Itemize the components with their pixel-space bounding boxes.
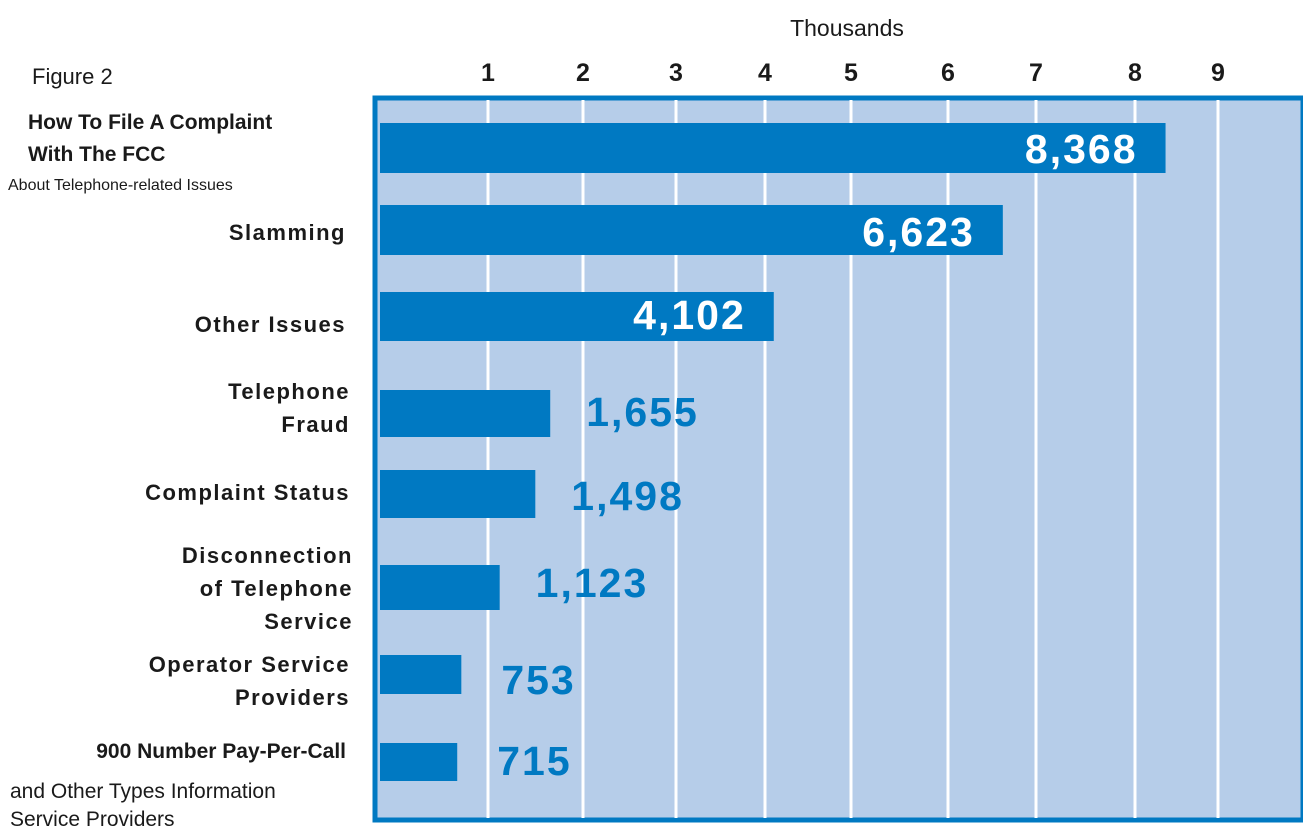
x-tick-label: 2 [576, 59, 590, 87]
bar-value-label: 1,498 [571, 473, 684, 519]
bar-value-label: 4,102 [633, 292, 746, 338]
x-tick-label: 4 [758, 59, 772, 87]
category-label: Slamming [229, 220, 346, 245]
bar-value-label: 8,368 [1025, 126, 1138, 172]
category-sublabel: Service Providers [10, 808, 175, 828]
figure-label: Figure 2 [32, 64, 113, 89]
x-tick-label: 7 [1029, 59, 1043, 87]
x-tick-label: 5 [844, 59, 858, 87]
bar [380, 123, 1166, 173]
bar [380, 390, 551, 437]
category-label: Fraud [281, 412, 350, 437]
category-label: of Telephone [200, 576, 353, 601]
bar [380, 655, 462, 694]
category-label: Providers [235, 685, 350, 710]
category-label: Service [264, 609, 353, 634]
x-tick-label: 6 [941, 59, 955, 87]
bar [380, 565, 500, 610]
bar [380, 743, 458, 781]
category-sublabel: About Telephone-related Issues [8, 177, 233, 194]
bar [380, 205, 1003, 255]
x-tick-label: 1 [481, 59, 495, 87]
category-label: 900 Number Pay-Per-Call [96, 740, 346, 763]
category-label: Other Issues [195, 312, 346, 337]
x-axis-title: Thousands [790, 15, 904, 41]
category-labels: How To File A Complaint With The FCC About… [8, 111, 353, 828]
x-tick-labels: 1 2 3 4 5 6 7 8 9 [481, 59, 1225, 87]
bar-value-label: 6,623 [862, 209, 975, 255]
bar-value-label: 715 [497, 738, 571, 784]
category-label: With The FCC [28, 143, 165, 166]
bars [380, 123, 1166, 781]
category-label: Disconnection [182, 543, 353, 568]
value-labels: 8,368 6,623 4,102 1,655 1,498 1,123 753 715 [497, 126, 1138, 784]
category-label: Telephone [228, 379, 350, 404]
x-tick-label: 8 [1128, 59, 1142, 87]
bar-value-label: 1,655 [586, 389, 699, 435]
bar-value-label: 753 [501, 657, 575, 703]
category-sublabel: and Other Types Information [10, 780, 276, 803]
category-label: Complaint Status [145, 480, 350, 505]
category-label: How To File A Complaint [28, 111, 272, 134]
bar [380, 470, 536, 518]
bar-value-label: 1,123 [536, 560, 649, 606]
x-tick-label: 3 [669, 59, 683, 87]
x-tick-label: 9 [1211, 59, 1225, 87]
bar [380, 292, 774, 341]
category-label: Operator Service [149, 652, 350, 677]
